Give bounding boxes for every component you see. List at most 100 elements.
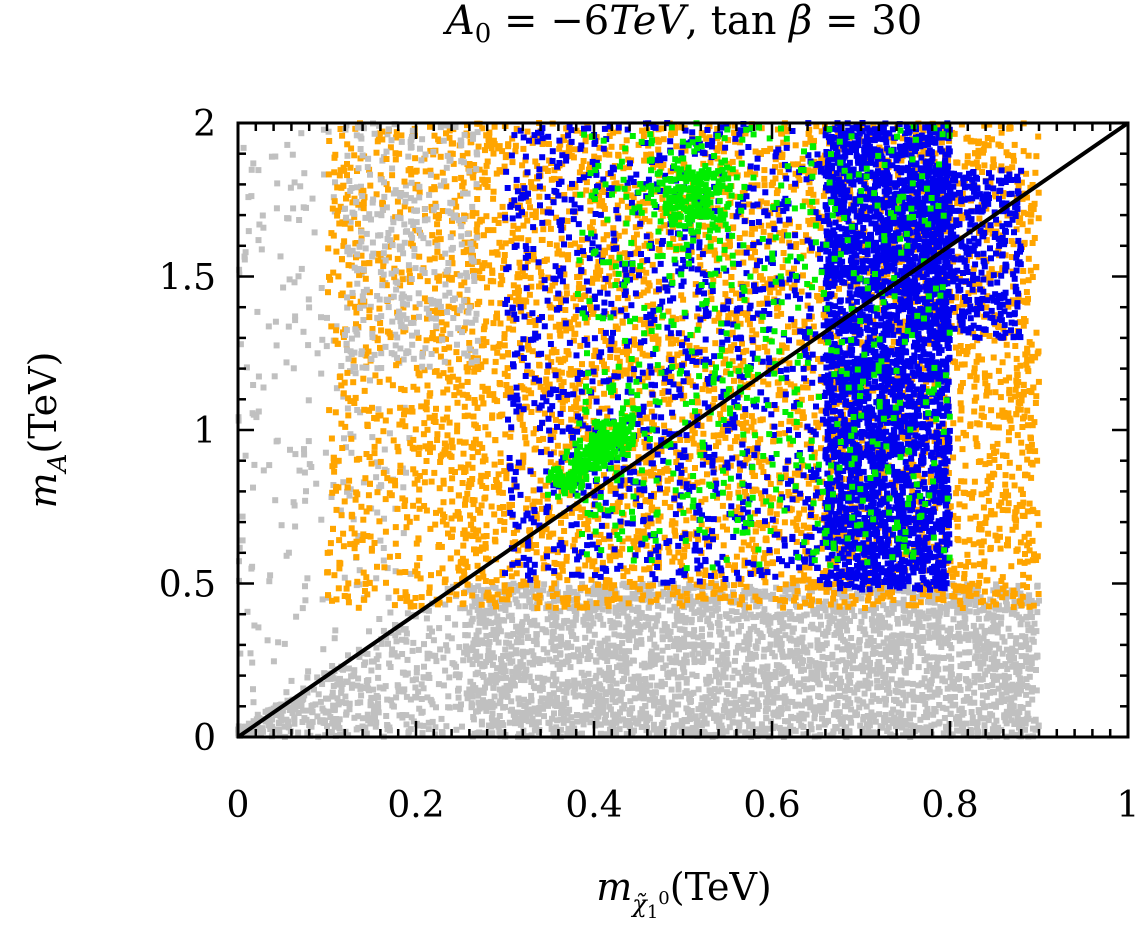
gray-point	[340, 393, 347, 400]
gray-point	[847, 687, 853, 694]
gray-point	[777, 694, 783, 701]
gray-point	[832, 664, 839, 671]
gray-point	[452, 703, 459, 710]
gray-point	[275, 720, 282, 727]
gray-point	[845, 696, 852, 703]
gray-point	[724, 682, 731, 689]
gray-point	[872, 718, 879, 725]
gray-point	[674, 584, 681, 591]
gray-point	[838, 633, 844, 640]
gray-point	[907, 722, 914, 729]
gray-point	[419, 730, 426, 737]
gray-point	[795, 701, 801, 708]
orange-point	[526, 291, 533, 298]
gray-point	[975, 659, 982, 666]
gray-point	[1034, 582, 1041, 589]
gray-point	[254, 711, 261, 718]
gray-point	[900, 614, 907, 621]
gray-point	[766, 646, 773, 653]
gray-point	[303, 488, 309, 495]
gray-point	[281, 640, 288, 647]
gray-point	[373, 575, 380, 582]
gray-point	[894, 688, 901, 695]
gray-point	[489, 730, 496, 737]
gray-point	[926, 662, 933, 669]
gray-point	[879, 724, 886, 731]
orange-point	[567, 184, 573, 191]
gray-point	[898, 682, 905, 689]
gray-point	[251, 461, 258, 468]
gray-point	[813, 606, 820, 613]
gray-point	[668, 699, 675, 706]
gray-point	[631, 619, 638, 626]
gray-point	[652, 657, 659, 663]
gray-point	[941, 640, 948, 647]
gray-point	[943, 605, 950, 612]
gray-point	[563, 689, 570, 696]
gray-point	[952, 685, 959, 692]
gray-point	[922, 657, 929, 664]
gray-point	[480, 689, 487, 696]
gray-point	[491, 693, 498, 700]
orange-point	[678, 292, 685, 299]
gray-point	[302, 597, 309, 604]
orange-point	[644, 287, 651, 294]
gray-point	[587, 622, 594, 629]
gray-point	[959, 711, 966, 718]
orange-point	[506, 314, 513, 321]
orange-point	[717, 595, 724, 602]
gray-point	[323, 343, 330, 350]
gray-point	[566, 706, 573, 713]
gray-point	[344, 488, 350, 495]
gray-point	[706, 621, 713, 628]
gray-point	[330, 702, 337, 709]
gray-point	[719, 654, 726, 661]
gray-point	[708, 642, 715, 649]
gray-point	[362, 724, 369, 731]
orange-point	[755, 439, 762, 446]
gray-point	[347, 431, 354, 438]
gray-point	[838, 678, 845, 685]
gray-point	[592, 693, 599, 700]
orange-point	[704, 458, 710, 465]
gray-point	[990, 655, 997, 662]
orange-point	[1006, 390, 1013, 397]
gray-point	[1022, 720, 1029, 727]
gray-point	[977, 594, 984, 601]
gray-point	[814, 676, 821, 683]
gray-point	[358, 692, 365, 699]
orange-point	[705, 387, 712, 394]
gray-point	[894, 680, 900, 687]
orange-point	[989, 136, 995, 143]
orange-point	[401, 411, 407, 418]
gray-point	[473, 632, 480, 639]
gray-point	[591, 709, 598, 716]
gray-point	[923, 668, 930, 674]
orange-point	[1025, 255, 1032, 262]
gray-point	[237, 341, 244, 348]
gray-point	[1003, 646, 1010, 653]
gray-point	[998, 726, 1005, 733]
gray-point	[508, 698, 515, 705]
gray-point	[972, 602, 979, 608]
gray-point	[900, 596, 907, 603]
orange-point	[598, 328, 604, 334]
gray-point	[287, 446, 293, 453]
gray-point	[274, 180, 281, 187]
gray-point	[392, 568, 399, 575]
gray-point	[291, 720, 298, 727]
gray-point	[403, 469, 409, 476]
gray-point	[739, 673, 746, 680]
gray-point	[773, 636, 780, 643]
gray-point	[297, 183, 304, 190]
gray-point	[461, 649, 468, 656]
gray-point	[344, 304, 351, 311]
gray-point	[394, 334, 401, 341]
gray-point	[506, 719, 513, 726]
gray-point	[796, 712, 803, 719]
gray-point	[683, 659, 690, 666]
gray-point	[647, 682, 654, 689]
gray-point	[949, 731, 956, 738]
gray-point	[1001, 672, 1008, 679]
gray-point	[305, 342, 312, 349]
